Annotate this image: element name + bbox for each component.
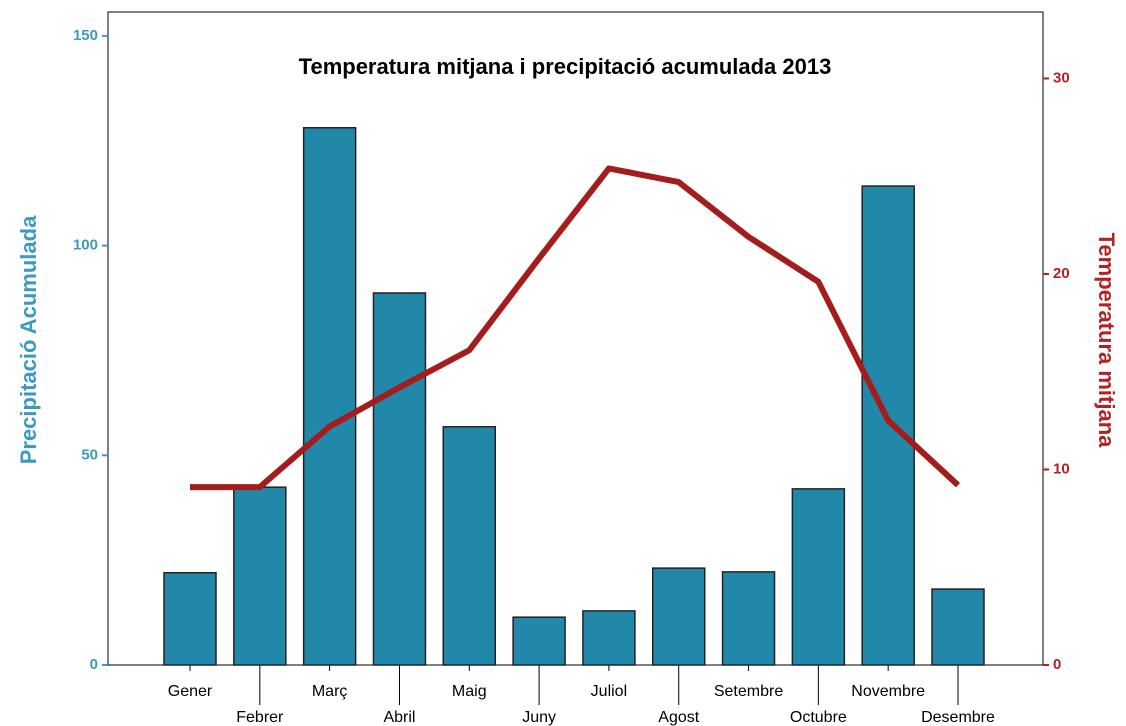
x-tick-label: Agost — [658, 709, 699, 726]
y-tick-label: 0 — [90, 656, 98, 673]
x-tick-label: Novembre — [851, 683, 925, 700]
y2-tick-label: 30 — [1053, 69, 1070, 86]
x-tick-label: Març — [312, 683, 348, 700]
plot-frame — [107, 11, 1044, 666]
bar — [512, 616, 566, 666]
chart-title: Temperatura mitjana i precipitació acumu… — [299, 54, 832, 79]
bar — [791, 488, 846, 666]
bar — [651, 567, 706, 666]
y2-axis-title: Temperatura mitjana — [1094, 233, 1119, 449]
y2-tick-label: 20 — [1053, 265, 1070, 282]
y-tick-label: 50 — [81, 446, 98, 463]
x-tick-label: Febrer — [236, 709, 284, 726]
bar — [302, 127, 357, 666]
x-tick-label: Abril — [383, 709, 415, 726]
x-tick-label: Maig — [452, 683, 487, 700]
line — [190, 165, 961, 491]
bar — [721, 571, 776, 666]
bar — [582, 610, 636, 666]
y-axis-title: Precipitació Acumulada — [16, 215, 41, 464]
bar — [861, 185, 915, 666]
x-tick-label: Octubre — [790, 709, 847, 726]
bar — [442, 426, 497, 666]
bar — [372, 292, 427, 666]
y-tick-label: 100 — [73, 237, 98, 254]
bar — [163, 571, 217, 666]
x-tick-label: Setembre — [714, 683, 783, 700]
bar — [931, 588, 985, 666]
x-tick-label: Desembre — [921, 709, 995, 726]
y2-tick-label: 10 — [1053, 460, 1070, 477]
bar — [233, 486, 287, 666]
x-tick-label: Gener — [168, 683, 213, 700]
x-tick-label: Juliol — [591, 683, 627, 700]
x-tick-label: Juny — [522, 709, 556, 726]
y-tick-label: 150 — [73, 27, 98, 44]
y2-tick-label: 0 — [1053, 656, 1061, 673]
